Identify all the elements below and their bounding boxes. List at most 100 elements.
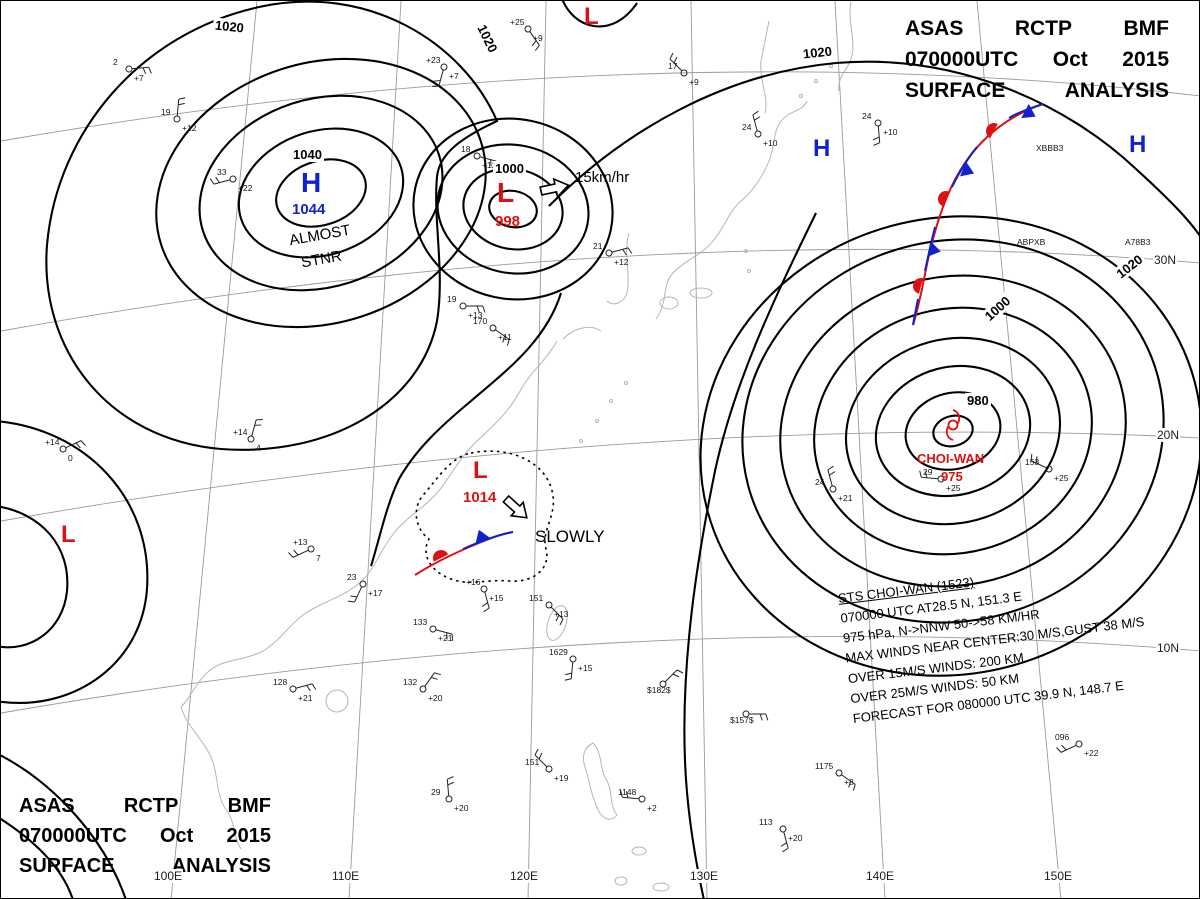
low-center-symbol: L — [61, 521, 76, 548]
station-value: 153 — [1025, 457, 1039, 467]
station-value: +10 — [763, 138, 778, 148]
longitude-label: 140E — [865, 869, 896, 883]
typhoon-pressure: 975 — [941, 469, 963, 484]
station-id: ABPXB — [1017, 237, 1046, 247]
station-value: +22 — [1084, 748, 1099, 758]
station-value: 24 — [862, 111, 872, 121]
station-value: +11 — [498, 332, 512, 342]
tropical-storm-icon — [945, 409, 961, 441]
station-value: +21 — [298, 693, 313, 703]
station-value: +20 — [788, 833, 803, 843]
station-value: 151 — [525, 757, 539, 767]
latitude-label: 30N — [1153, 253, 1178, 267]
station-value: 1175 — [815, 761, 834, 771]
station-value: 133 — [413, 617, 427, 627]
title-word: RCTP — [1014, 17, 1073, 40]
station-plots: 2 +7 33 +22 19 +12 +23 +7 +25 +9 18 +12 … — [45, 17, 1151, 854]
longitude-label: 120E — [509, 869, 540, 883]
station-value: +9 — [533, 33, 543, 43]
warm-front-semicircle-icon — [913, 278, 924, 294]
isobar-label: 1000 — [493, 161, 526, 176]
station-value: 7 — [316, 553, 321, 563]
title-word: 2015 — [1122, 48, 1169, 71]
station-value: +14 — [45, 437, 60, 447]
station-value: 17 — [668, 61, 678, 71]
title-line-3: SURFACE ANALYSIS — [905, 79, 1169, 103]
station-value: +25 — [510, 17, 525, 27]
station-value: 170 — [473, 316, 487, 326]
title-line-3: SURFACE ANALYSIS — [19, 855, 271, 878]
annotation-speed: 15km/hr — [575, 169, 630, 186]
isobar-label: 1040 — [291, 147, 324, 162]
dashed-isobar-1014 — [415, 450, 555, 583]
longitude-label: 110E — [331, 869, 361, 883]
high-center-symbol: H — [1129, 131, 1147, 158]
warm-front-semicircle-icon — [938, 191, 949, 207]
title-line-2: 070000UTC Oct 2015 — [905, 48, 1169, 72]
station-value: +23 — [426, 55, 441, 65]
station-value: +25 — [946, 483, 961, 493]
low-center-value: 998 — [495, 213, 521, 230]
short-front — [414, 529, 514, 576]
station-value: 132 — [403, 677, 417, 687]
title-block-bottom-left: ASAS RCTP BMF 070000UTC Oct 2015 SURFACE… — [19, 795, 271, 885]
title-word: 070000UTC — [19, 825, 127, 847]
station-value: +8 — [844, 777, 854, 787]
station-value: +19 — [554, 773, 569, 783]
stationary-front — [912, 103, 1044, 326]
title-word: ANALYSIS — [1064, 79, 1169, 102]
station-value: +9 — [689, 77, 699, 87]
station-value: 128 — [273, 677, 287, 687]
station-value: +14 — [233, 427, 248, 437]
high-center-symbol: H — [813, 135, 831, 162]
station-value: 29 — [923, 467, 933, 477]
station-value: +7 — [449, 71, 459, 81]
station-value: +21 — [438, 633, 453, 643]
isobar-label: 980 — [965, 393, 991, 408]
station-value: +10 — [883, 127, 898, 137]
title-word: RCTP — [123, 795, 179, 817]
low-center-symbol: L — [497, 177, 515, 208]
station-value: 113 — [759, 817, 773, 827]
title-word: Oct — [160, 825, 194, 847]
station-value: +13 — [293, 537, 308, 547]
title-line-1: ASAS RCTP BMF — [905, 17, 1169, 41]
station-value: +7 — [134, 73, 144, 83]
station-value: 18 — [461, 144, 471, 154]
station-value: +20 — [428, 693, 443, 703]
longitude-label: 150E — [1043, 869, 1074, 883]
station-value: 33 — [217, 167, 227, 177]
station-value: 24 — [742, 122, 752, 132]
station-value: 151 — [529, 593, 543, 603]
typhoon-name: CHOI-WAN — [917, 451, 985, 466]
movement-arrow-low1014 — [502, 494, 528, 519]
movement-arrow-low998 — [539, 177, 570, 199]
station-id: XBBB3 — [1036, 143, 1064, 153]
title-word: BMF — [227, 795, 271, 817]
station-value: +17 — [368, 588, 383, 598]
station-value: +12 — [182, 123, 197, 133]
station-value: +12 — [614, 257, 629, 267]
warm-front-semicircle-icon — [433, 550, 449, 562]
cold-front-triangle-icon — [475, 529, 491, 544]
latitude-label: 20N — [1156, 428, 1181, 442]
station-value: 096 — [1055, 732, 1069, 742]
station-value: +2 — [647, 803, 657, 813]
cold-front-triangle-icon — [927, 241, 941, 257]
title-word: 070000UTC — [905, 48, 1019, 71]
station-value: +21 — [838, 493, 853, 503]
low-center-symbol: L — [473, 457, 488, 484]
station-value: 1629 — [549, 647, 568, 657]
cold-front-triangle-icon — [1021, 103, 1036, 119]
title-word: SURFACE — [19, 855, 115, 877]
station-value: $157$ — [730, 715, 754, 725]
station-value: +15 — [578, 663, 593, 673]
station-value: +25 — [1054, 473, 1069, 483]
warm-front-semicircle-icon — [986, 123, 998, 139]
station-value: +13 — [554, 609, 569, 619]
title-word: 2015 — [226, 825, 272, 847]
station-value: 2 — [113, 57, 118, 67]
title-word: ANALYSIS — [171, 855, 271, 877]
